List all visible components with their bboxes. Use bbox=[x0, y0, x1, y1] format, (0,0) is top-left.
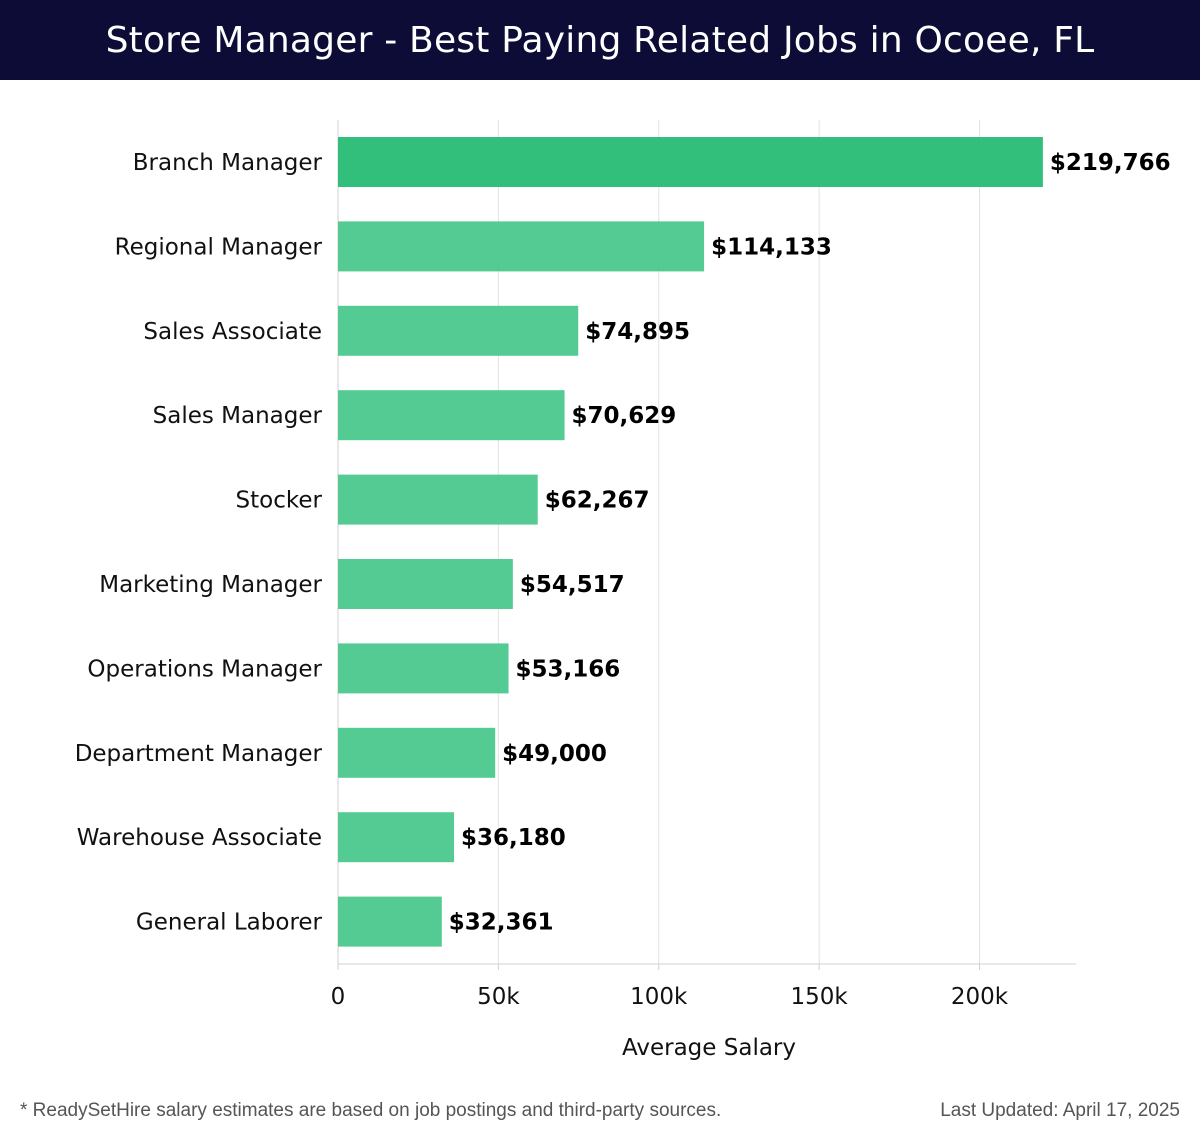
x-tick-label: 100k bbox=[630, 984, 688, 1010]
category-label: Warehouse Associate bbox=[77, 825, 322, 851]
bar bbox=[338, 643, 509, 694]
category-label: Marketing Manager bbox=[99, 572, 322, 598]
title-bar: Store Manager - Best Paying Related Jobs… bbox=[0, 0, 1200, 80]
category-label: Sales Manager bbox=[153, 403, 323, 429]
x-tick-label: 200k bbox=[951, 984, 1009, 1010]
bar bbox=[338, 305, 579, 356]
bar bbox=[338, 137, 1043, 187]
chart-title: Store Manager - Best Paying Related Jobs… bbox=[105, 19, 1095, 61]
last-updated: Last Updated: April 17, 2025 bbox=[940, 1100, 1180, 1121]
data-label: $62,267 bbox=[545, 488, 650, 514]
category-label: Operations Manager bbox=[87, 656, 322, 682]
category-label: General Laborer bbox=[136, 910, 323, 936]
category-label: Stocker bbox=[236, 488, 323, 514]
salary-bar-chart: Branch Manager $219,766 Regional Manager $1… bbox=[75, 120, 1171, 1061]
data-label: $36,180 bbox=[461, 825, 566, 851]
bar bbox=[338, 727, 496, 778]
data-label: $32,361 bbox=[449, 910, 554, 936]
x-tick-label: 150k bbox=[791, 984, 849, 1010]
data-label: $49,000 bbox=[502, 741, 607, 767]
bar bbox=[338, 812, 455, 863]
category-label: Regional Manager bbox=[115, 234, 323, 260]
data-label: $114,133 bbox=[711, 234, 832, 260]
bar bbox=[338, 390, 565, 441]
data-label: $219,766 bbox=[1050, 150, 1171, 176]
footer-note: * ReadySetHire salary estimates are base… bbox=[20, 1100, 722, 1121]
bar bbox=[338, 221, 705, 272]
data-label: $54,517 bbox=[520, 572, 625, 598]
category-label: Branch Manager bbox=[133, 150, 323, 176]
data-label: $70,629 bbox=[572, 403, 677, 429]
category-label: Department Manager bbox=[75, 741, 323, 767]
bar bbox=[338, 559, 513, 609]
category-label: Sales Associate bbox=[143, 319, 322, 345]
data-label: $74,895 bbox=[585, 319, 690, 345]
bar bbox=[338, 474, 538, 525]
bar bbox=[338, 896, 442, 947]
x-axis-title: Average Salary bbox=[622, 1035, 796, 1061]
x-tick-label: 0 bbox=[331, 984, 346, 1010]
x-tick-label: 50k bbox=[477, 984, 520, 1010]
data-label: $53,166 bbox=[516, 656, 621, 682]
